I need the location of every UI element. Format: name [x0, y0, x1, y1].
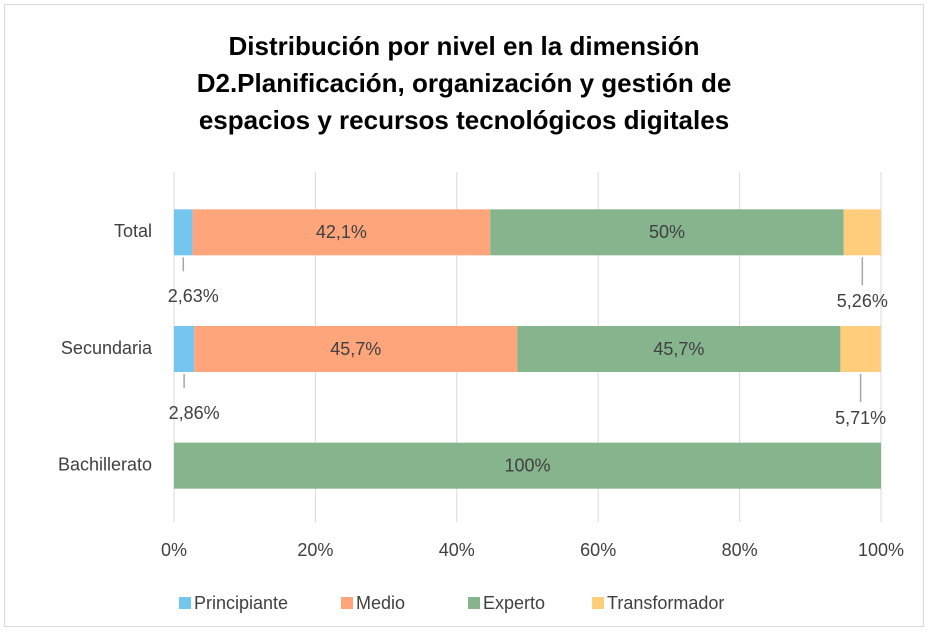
data-label: 2,63%	[168, 286, 219, 306]
bar-segment	[174, 442, 881, 489]
x-tick-label: 100%	[858, 540, 904, 560]
bar-segment	[174, 209, 193, 256]
chart-title: espacios y recursos tecnológicos digital…	[199, 105, 729, 135]
y-tick-label: Total	[114, 221, 152, 241]
data-label: 2,86%	[169, 403, 220, 423]
bar-segment	[174, 326, 195, 372]
legend-swatch	[341, 597, 353, 609]
bar-segment	[490, 209, 844, 256]
y-tick-label: Secundaria	[61, 338, 153, 358]
bar-segment	[840, 326, 881, 372]
x-tick-label: 80%	[722, 540, 758, 560]
legend-label: Experto	[483, 593, 545, 613]
bar-segment	[843, 209, 881, 256]
bar-segment	[194, 326, 518, 372]
data-label: 45,7%	[653, 339, 704, 359]
legend-label: Transformador	[607, 593, 724, 613]
chart-title: D2.Planificación, organización y gestión…	[197, 68, 732, 98]
chart-border	[4, 4, 924, 627]
legend-swatch	[179, 597, 191, 609]
legend-label: Medio	[356, 593, 405, 613]
chart-title: Distribución por nivel en la dimensión	[229, 31, 700, 61]
bar-segment	[517, 326, 841, 372]
legend-swatch	[468, 597, 480, 609]
y-tick-label: Bachillerato	[58, 454, 152, 474]
data-label: 42,1%	[316, 222, 367, 242]
data-label: 45,7%	[330, 339, 381, 359]
data-label: 5,71%	[835, 408, 886, 428]
x-tick-label: 60%	[580, 540, 616, 560]
data-label: 5,26%	[837, 291, 888, 311]
data-label: 100%	[504, 455, 550, 475]
legend-swatch	[592, 597, 604, 609]
legend-label: Principiante	[194, 593, 288, 613]
data-label: 50%	[649, 222, 685, 242]
x-tick-label: 20%	[297, 540, 333, 560]
bar-segment	[192, 209, 491, 256]
x-tick-label: 0%	[161, 540, 187, 560]
x-tick-label: 40%	[439, 540, 475, 560]
